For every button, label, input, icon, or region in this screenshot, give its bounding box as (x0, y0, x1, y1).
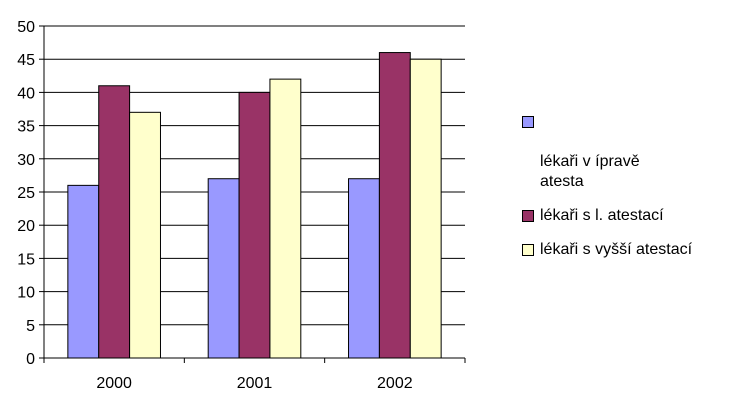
x-tick-label-2000: 2000 (96, 375, 132, 392)
y-tick-label: 10 (17, 285, 35, 302)
y-tick-label: 30 (17, 152, 35, 169)
legend-swatch-first-attestation (522, 210, 534, 222)
y-tick-label: 15 (17, 251, 35, 268)
legend-label-residents: lékaři v ípravě atesta (540, 153, 640, 190)
y-tick-label: 50 (17, 19, 35, 36)
x-axis-tick-labels: 2000 2001 2002 (96, 375, 412, 392)
bar-2000-series-3 (129, 111, 161, 359)
bar-2002-series-1 (348, 178, 380, 359)
y-axis-tick-labels: 0 5 10 15 20 25 30 35 40 45 50 (17, 19, 35, 368)
y-tick-label: 0 (26, 351, 35, 368)
legend: lékaři v ípravě atesta lékaři s l. atest… (522, 112, 752, 260)
y-tick-label: 35 (17, 119, 35, 136)
legend-label-higher-attestation: lékaři s vyšší atestací (540, 241, 693, 258)
bar-2002-series-2 (378, 52, 411, 359)
y-tick-label: 20 (17, 218, 35, 235)
y-tick-label: 40 (17, 85, 35, 102)
bar-2002-series-3 (409, 58, 442, 359)
legend-item-first-attestation: lékaři s l. atestací (522, 206, 752, 226)
x-tick-label-2001: 2001 (237, 375, 273, 392)
bar-2001-series-2 (238, 91, 271, 359)
axes (39, 25, 466, 363)
bar-2001-series-1 (207, 178, 240, 359)
legend-swatch-residents (522, 116, 534, 128)
y-tick-label: 45 (17, 52, 35, 69)
y-tick-label: 5 (26, 318, 35, 335)
bar-2001-series-3 (269, 78, 302, 359)
bar-series (67, 52, 442, 359)
legend-item-residents: lékaři v ípravě atesta (522, 112, 752, 192)
bar-2000-series-1 (67, 184, 100, 359)
x-tick-label-2002: 2002 (377, 375, 413, 392)
legend-label-first-attestation: lékaři s l. atestací (540, 207, 664, 224)
bar-2000-series-2 (98, 85, 131, 359)
legend-item-higher-attestation: lékaři s vyšší atestací (522, 240, 752, 260)
y-tick-label: 25 (17, 185, 35, 202)
legend-swatch-higher-attestation (522, 244, 534, 256)
